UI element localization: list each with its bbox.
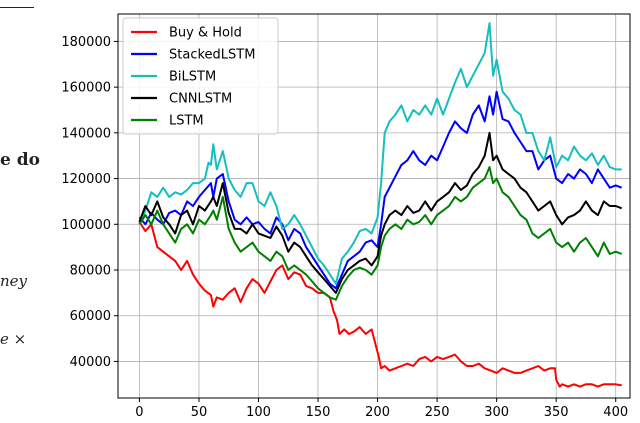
x-tick-label: 100 xyxy=(246,405,271,420)
y-axis: 40000 60000 80000 100000 120000 140000 160000 1… xyxy=(61,35,118,370)
x-tick-label: 400 xyxy=(603,405,628,420)
x-tick-label: 300 xyxy=(484,405,509,420)
fragment-3: e × xyxy=(0,330,27,348)
legend-box xyxy=(122,17,279,135)
x-axis: 0 50 100 150 200 250 300 350 400 xyxy=(135,398,628,420)
series-line-cnnlstm xyxy=(138,131,623,294)
y-tick-label: 160000 xyxy=(61,81,111,96)
y-tick-label: 60000 xyxy=(70,309,111,324)
series-line-bilstm xyxy=(138,22,622,285)
legend: Buy & Hold StackedLSTM BiLSTM CNNLSTM LSTM xyxy=(122,17,279,135)
legend-label: Buy & Hold xyxy=(169,26,242,41)
x-tick-label: 50 xyxy=(191,405,208,420)
legend-label: StackedLSTM xyxy=(169,48,255,63)
series-line-stackedlstm xyxy=(138,90,623,290)
y-tick-label: 120000 xyxy=(61,172,111,187)
plot-frame xyxy=(117,13,631,399)
y-tick-label: 140000 xyxy=(61,126,111,141)
series-line-lstm xyxy=(138,166,623,301)
y-tick-label: 80000 xyxy=(70,264,111,279)
y-tick-label: 100000 xyxy=(61,218,111,233)
top-rule xyxy=(0,7,34,8)
x-tick-label: 200 xyxy=(365,405,390,420)
y-tick-label: 40000 xyxy=(70,355,111,370)
x-tick-label: 250 xyxy=(425,405,450,420)
legend-label: BiLSTM xyxy=(169,70,216,85)
series-lines xyxy=(138,22,623,388)
series-line-buy-hold xyxy=(138,221,622,388)
fragment-1: e do xyxy=(0,150,40,170)
legend-label: CNNLSTM xyxy=(169,92,232,107)
y-tick-label: 180000 xyxy=(61,35,111,50)
fragment-2: ney xyxy=(0,272,28,290)
x-tick-label: 0 xyxy=(135,405,143,420)
legend-label: LSTM xyxy=(169,114,204,129)
x-tick-label: 350 xyxy=(544,405,569,420)
x-tick-label: 150 xyxy=(306,405,331,420)
